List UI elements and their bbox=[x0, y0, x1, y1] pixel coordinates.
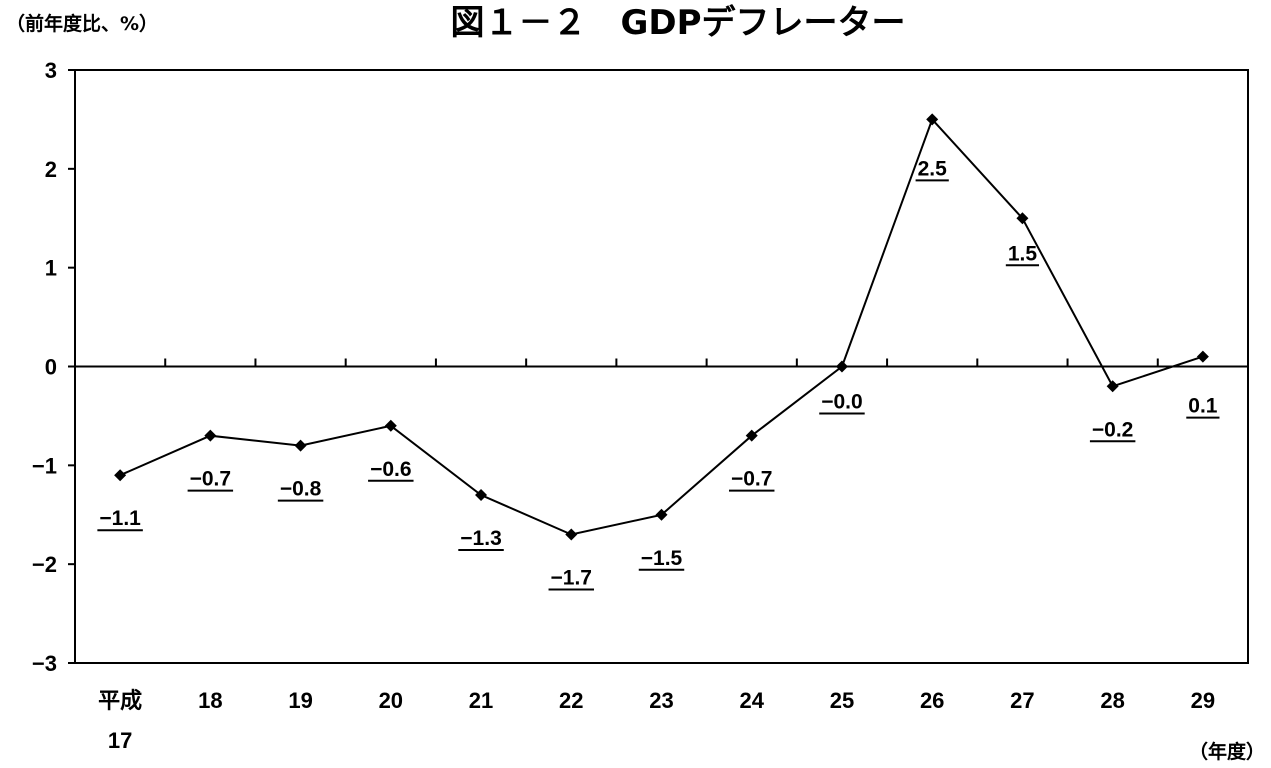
x-tick-label: 19 bbox=[288, 688, 312, 713]
data-label-text: −0.0 bbox=[821, 391, 862, 414]
data-label: −0.7 bbox=[187, 468, 234, 492]
data-point bbox=[565, 528, 578, 541]
data-label-text: −0.7 bbox=[731, 468, 772, 491]
y-tick-label: 2 bbox=[45, 157, 57, 182]
data-label-text: −0.6 bbox=[370, 458, 411, 481]
x-tick-label: 25 bbox=[830, 688, 854, 713]
data-label-text: −1.1 bbox=[99, 507, 141, 530]
data-label-text: 2.5 bbox=[918, 157, 948, 180]
data-point bbox=[114, 469, 127, 482]
x-tick-label: 21 bbox=[469, 688, 493, 713]
y-tick-label: 3 bbox=[45, 58, 57, 83]
data-label-text: −1.5 bbox=[641, 547, 683, 570]
data-label: 0.1 bbox=[1186, 395, 1220, 419]
data-point bbox=[204, 429, 217, 442]
y-tick-label: 0 bbox=[45, 355, 57, 380]
data-label-text: −1.7 bbox=[551, 567, 592, 590]
x-tick-label: 29 bbox=[1191, 688, 1215, 713]
data-label: −0.2 bbox=[1089, 418, 1136, 443]
data-label: −0.7 bbox=[728, 468, 775, 492]
data-point bbox=[384, 419, 397, 432]
y-axis: 3 2 1 0 −1 −2 −3 bbox=[32, 58, 75, 676]
data-label: −0.0 bbox=[819, 391, 865, 415]
data-point bbox=[1106, 380, 1119, 393]
y-tick-label: −3 bbox=[32, 651, 57, 676]
y-axis-unit-label: （前年度比、%） bbox=[6, 12, 158, 35]
data-label: −1.7 bbox=[548, 567, 595, 591]
x-tick-label: 平成 bbox=[98, 688, 142, 713]
data-label: −1.5 bbox=[638, 547, 685, 571]
data-point bbox=[655, 508, 668, 521]
data-label-text: −0.2 bbox=[1092, 418, 1133, 441]
y-tick-label: −2 bbox=[32, 552, 57, 577]
x-tick-label: 20 bbox=[379, 688, 403, 713]
data-label: 1.5 bbox=[1005, 242, 1040, 267]
x-tick-label: 23 bbox=[649, 688, 673, 713]
data-labels: −1.1 −0.7 −0.8 −0.6 −1.3 −1.7 −1.5 −0.7 −0.0 2.5 1… bbox=[97, 157, 1220, 591]
data-label: 2.5 bbox=[915, 157, 949, 182]
data-label: −1.1 bbox=[97, 507, 143, 532]
data-point bbox=[1016, 212, 1029, 225]
x-tick-label: 18 bbox=[198, 688, 222, 713]
data-label-text: 0.1 bbox=[1188, 395, 1218, 418]
data-point bbox=[294, 439, 307, 452]
y-tick-label: −1 bbox=[32, 453, 57, 478]
data-label-text: 1.5 bbox=[1008, 242, 1038, 265]
y-tick-label: 1 bbox=[45, 256, 57, 281]
chart-title: 図１－２ GDPデフレーター bbox=[450, 3, 905, 43]
x-tick-label: 26 bbox=[920, 688, 944, 713]
data-point bbox=[835, 360, 848, 373]
data-label: −0.6 bbox=[368, 458, 414, 482]
x-tick-label: 27 bbox=[1010, 688, 1034, 713]
data-label-text: −0.7 bbox=[190, 468, 231, 491]
data-label-text: −1.3 bbox=[460, 527, 501, 550]
data-point bbox=[475, 488, 488, 501]
x-tick-label: 17 bbox=[108, 728, 132, 753]
data-point bbox=[745, 429, 758, 442]
data-point bbox=[926, 113, 939, 126]
series-line bbox=[119, 117, 1204, 536]
x-axis: 平成 17 18 19 20 21 22 23 24 25 26 27 28 29 bbox=[98, 358, 1215, 753]
x-axis-unit-label: （年度） bbox=[1189, 740, 1265, 763]
x-tick-label: 24 bbox=[739, 688, 764, 713]
x-tick-label: 28 bbox=[1100, 688, 1124, 713]
series-markers bbox=[114, 113, 1209, 541]
data-label-text: −0.8 bbox=[280, 478, 322, 501]
data-label: −1.3 bbox=[458, 527, 504, 551]
x-tick-label: 22 bbox=[559, 688, 583, 713]
data-point bbox=[1196, 350, 1209, 363]
data-label: −0.8 bbox=[277, 478, 324, 502]
